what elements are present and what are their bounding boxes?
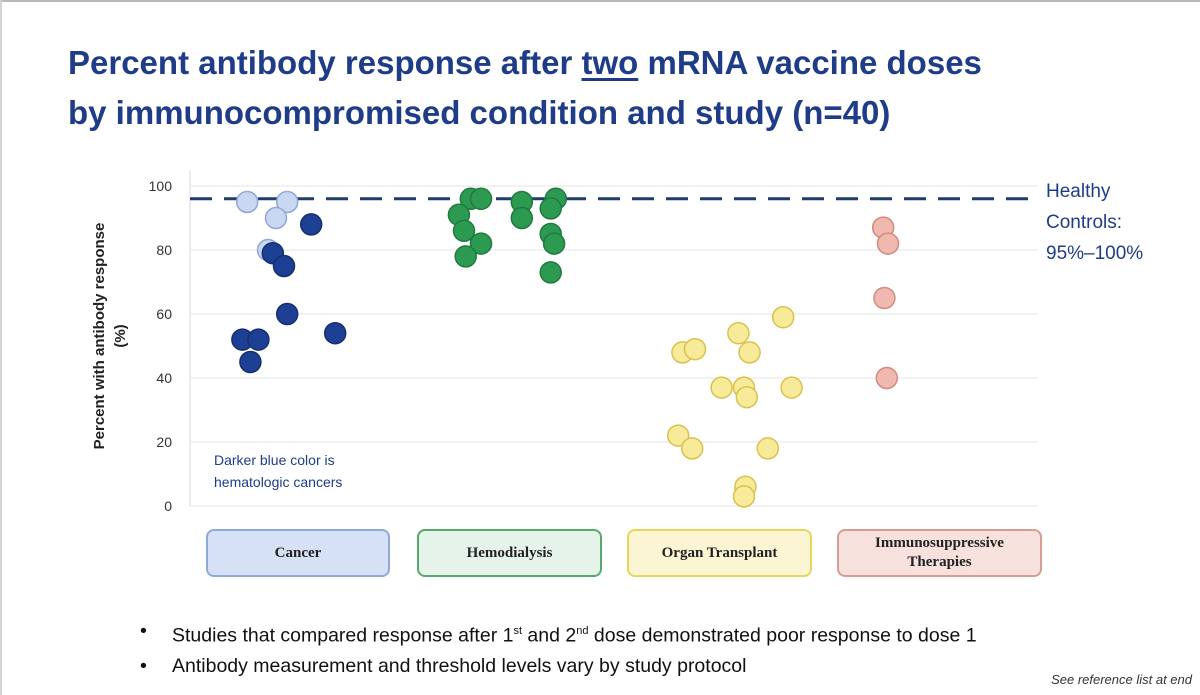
category-label: Hemodialysis (466, 544, 553, 561)
data-point (469, 232, 493, 255)
data-point (469, 187, 493, 211)
data-point (247, 328, 270, 351)
top-border (0, 0, 1200, 2)
category-cancer: Cancer (206, 529, 390, 577)
healthy-controls-label: Healthy Controls: 95%–100% (1046, 181, 1144, 264)
data-point (299, 213, 323, 236)
data-point (738, 341, 761, 364)
data-point (275, 302, 299, 326)
data-point (454, 245, 477, 268)
data-point (771, 305, 795, 329)
left-border (0, 0, 2, 695)
data-point (875, 366, 899, 390)
data-point (876, 232, 900, 255)
data-point (683, 337, 707, 361)
category-hemodialysis: Hemodialysis (417, 529, 602, 577)
category-immunosuppressive-therapies: Immunosuppressive Therapies (837, 529, 1042, 577)
reference-note: See reference list at end (1051, 672, 1192, 687)
title-emphasis: two (581, 44, 639, 81)
y-tick-label: 80 (156, 242, 172, 258)
bullet-item: Antibody measurement and threshold level… (140, 651, 977, 681)
title-line1-after: mRNA vaccine doses (638, 44, 982, 81)
title-line2: by immunocompromised condition and study… (68, 94, 891, 131)
y-tick-label: 40 (156, 370, 172, 386)
y-tick-label: 20 (156, 434, 172, 450)
data-point (756, 437, 780, 460)
data-point (735, 385, 759, 409)
bullet-item: Studies that compared response after 1st… (140, 616, 977, 651)
y-tick-label: 100 (149, 178, 173, 194)
data-point (873, 286, 896, 310)
category-label: Immunosuppressive Therapies (875, 535, 1004, 570)
data-point (235, 190, 259, 214)
category-label: Organ Transplant (661, 544, 778, 561)
bullet-text: and 2 (522, 624, 577, 647)
bullet-text: Studies that compared response after 1 (172, 624, 514, 647)
bullet-text: Antibody measurement and threshold level… (172, 654, 747, 677)
bullet-list: Studies that compared response after 1st… (140, 616, 977, 681)
data-point (710, 376, 733, 399)
data-point (732, 485, 756, 508)
category-label: Cancer (274, 544, 322, 561)
ordinal-suffix: nd (576, 625, 589, 637)
data-point (780, 376, 803, 399)
data-point (539, 197, 562, 220)
ordinal-suffix: st (513, 625, 523, 637)
data-point (272, 254, 296, 278)
data-point (666, 424, 690, 447)
data-point (452, 219, 476, 243)
data-point (264, 206, 288, 230)
data-point (542, 232, 566, 255)
slide-title: Percent antibody response after two mRNA… (68, 38, 1168, 138)
data-point (323, 321, 347, 345)
data-point (727, 321, 750, 345)
y-tick-label: 60 (156, 306, 172, 322)
data-point (510, 206, 534, 230)
data-point (539, 261, 562, 284)
y-tick-label: 0 (164, 498, 172, 514)
data-point (239, 350, 262, 374)
bullet-text: dose demonstrated poor response to dose … (588, 624, 977, 647)
category-organ-transplant: Organ Transplant (627, 529, 812, 577)
data-point (680, 437, 704, 460)
title-line1-before: Percent antibody response after (68, 44, 582, 81)
hematologic-annotation: Darker blue color is hematologic cancers (214, 452, 343, 490)
data-point (275, 190, 299, 214)
